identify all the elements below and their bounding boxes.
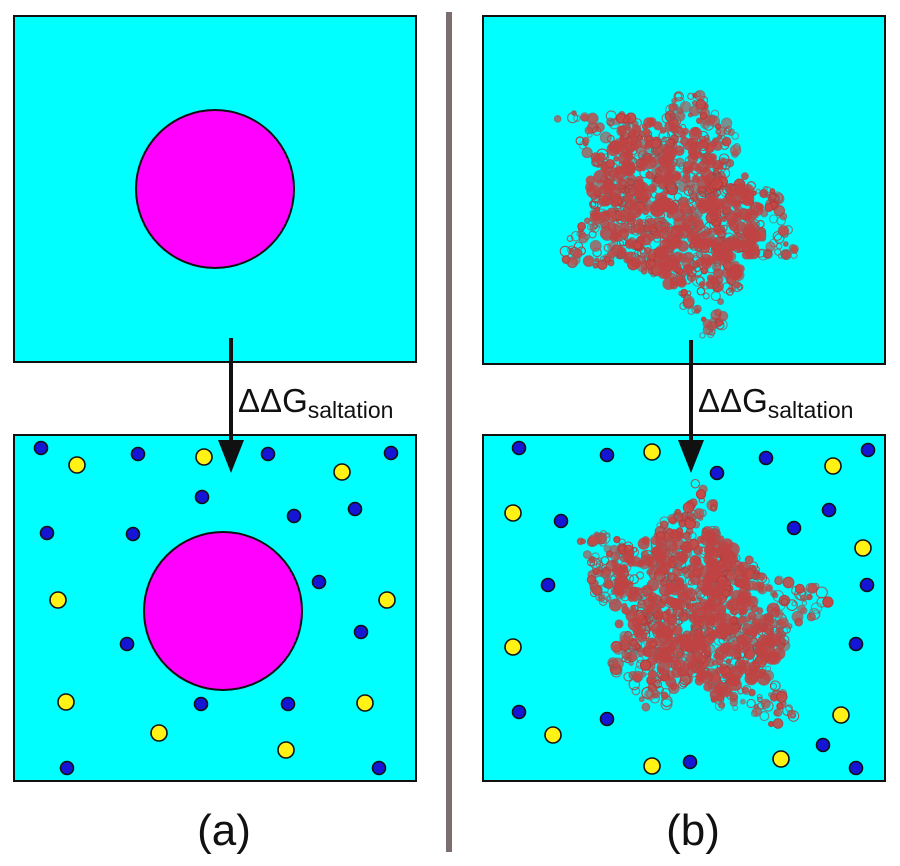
- cation-particle: [353, 624, 369, 640]
- cation-particle: [599, 711, 615, 727]
- cation-particle: [815, 737, 831, 753]
- cation-particle: [119, 636, 135, 652]
- anion-particle: [643, 757, 661, 775]
- anion-particle: [504, 504, 522, 522]
- cation-particle: [511, 704, 527, 720]
- panel-a-transition-label: ΔΔGsaltation: [238, 382, 393, 423]
- panel-a: ΔΔGsaltation (a): [13, 15, 417, 855]
- cation-particle: [848, 636, 864, 652]
- anion-particle: [49, 591, 67, 609]
- panel-b-top-protein: [553, 89, 799, 339]
- cation-particle: [599, 447, 615, 463]
- cation-particle: [260, 446, 276, 462]
- panel-a-ions: [33, 440, 399, 776]
- panel-b-caption: (b): [666, 806, 720, 855]
- cation-particle: [371, 760, 387, 776]
- panel-a-arrow: [218, 338, 244, 473]
- panel-a-bottom-sphere: [143, 531, 303, 691]
- cation-particle: [39, 525, 55, 541]
- anion-particle: [854, 539, 872, 557]
- cation-particle: [280, 696, 296, 712]
- cation-particle: [33, 440, 49, 456]
- cation-particle: [758, 450, 774, 466]
- cation-particle: [540, 577, 556, 593]
- cation-particle: [709, 465, 725, 481]
- anion-particle: [150, 724, 168, 742]
- anion-particle: [356, 694, 374, 712]
- cation-particle: [511, 440, 527, 456]
- cation-particle: [859, 577, 875, 593]
- panel-b-bottom-protein: [576, 478, 834, 729]
- cation-particle: [125, 526, 141, 542]
- cation-particle: [860, 442, 876, 458]
- anion-particle: [544, 726, 562, 744]
- cation-particle: [821, 502, 837, 518]
- anion-particle: [378, 591, 396, 609]
- cation-particle: [194, 489, 210, 505]
- anion-particle: [333, 463, 351, 481]
- anion-particle: [195, 448, 213, 466]
- cation-particle: [311, 574, 327, 590]
- cation-particle: [59, 760, 75, 776]
- anion-particle: [832, 706, 850, 724]
- panel-b: ΔΔGsaltation (b): [482, 15, 886, 855]
- cation-particle: [130, 446, 146, 462]
- cation-particle: [347, 501, 363, 517]
- panel-a-caption: (a): [197, 806, 251, 855]
- anion-particle: [68, 456, 86, 474]
- anion-particle: [57, 693, 75, 711]
- panel-b-arrow: [678, 340, 704, 473]
- anion-particle: [643, 443, 661, 461]
- cation-particle: [786, 520, 802, 536]
- panel-b-transition-label: ΔΔGsaltation: [698, 382, 853, 423]
- cation-particle: [682, 754, 698, 770]
- cation-particle: [553, 513, 569, 529]
- cation-particle: [383, 445, 399, 461]
- anion-particle: [772, 750, 790, 768]
- cation-particle: [193, 696, 209, 712]
- anion-particle: [504, 638, 522, 656]
- anion-particle: [824, 457, 842, 475]
- panel-b-ions: [504, 440, 876, 776]
- cation-particle: [848, 760, 864, 776]
- anion-particle: [277, 741, 295, 759]
- panel-a-top-sphere: [135, 109, 295, 269]
- panel-divider: [446, 12, 452, 852]
- cation-particle: [286, 508, 302, 524]
